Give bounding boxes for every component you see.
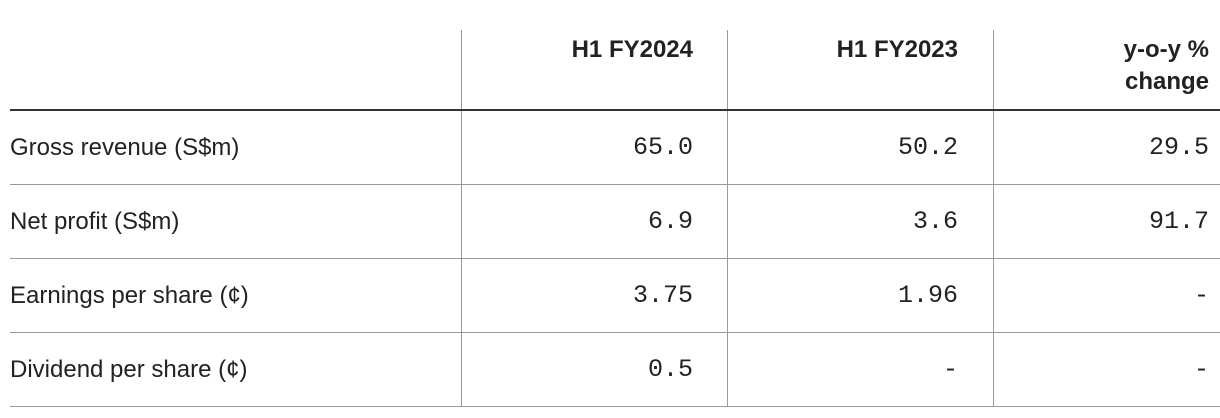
cell-value: 3.75 [632, 281, 693, 310]
row-label: Net profit (S$m) [10, 208, 180, 235]
row-divider [10, 332, 1220, 333]
row-label: Earnings per share (¢) [10, 282, 249, 309]
cell-value: 3.6 [912, 207, 958, 236]
cell-value: 0.5 [647, 355, 693, 384]
row-label: Dividend per share (¢) [10, 356, 248, 383]
row-divider [10, 258, 1220, 259]
row-divider [10, 184, 1220, 185]
cell-value: 65.0 [632, 133, 693, 162]
row-label: Gross revenue (S$m) [10, 134, 240, 161]
cell-value: - [1193, 281, 1209, 310]
column-divider [727, 30, 728, 406]
column-header: H1 FY2023 [836, 36, 958, 63]
cell-value: - [1193, 355, 1209, 384]
column-divider [993, 30, 994, 406]
row-divider [10, 406, 1220, 407]
cell-value: 6.9 [647, 207, 693, 236]
column-divider [461, 30, 462, 406]
cell-value: 29.5 [1148, 133, 1209, 162]
cell-value: 91.7 [1148, 207, 1209, 236]
cell-value: 1.96 [897, 281, 958, 310]
column-header: y-o-y % change [1123, 36, 1209, 95]
column-header: H1 FY2024 [571, 36, 693, 63]
header-divider [10, 109, 1220, 111]
cell-value: - [942, 355, 958, 384]
cell-value: 50.2 [897, 133, 958, 162]
